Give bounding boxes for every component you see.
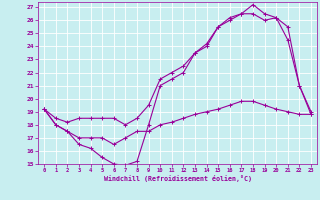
X-axis label: Windchill (Refroidissement éolien,°C): Windchill (Refroidissement éolien,°C)	[104, 175, 252, 182]
